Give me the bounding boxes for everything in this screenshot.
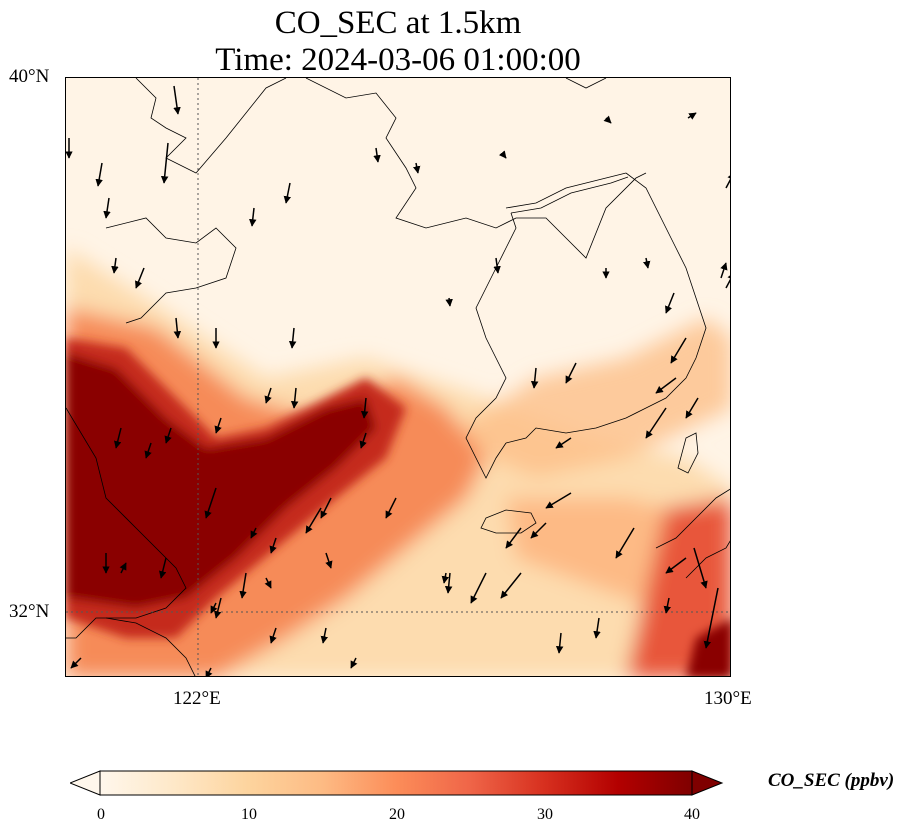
- wind-arrow-icon: [288, 327, 297, 349]
- wind-arrow-icon: [283, 182, 292, 204]
- wind-arrow-icon: [655, 377, 677, 394]
- colorbar-gradient: [99, 770, 693, 796]
- colorbar-tick-10: 10: [241, 806, 257, 823]
- wind-arrow-icon: [103, 197, 111, 219]
- wind-arrow-icon: [158, 557, 167, 579]
- colorbar-tick-40: 40: [684, 806, 700, 823]
- wind-arrow-icon: [135, 267, 145, 289]
- wind-arrow-icon: [642, 257, 651, 269]
- wind-arrow-icon: [173, 317, 182, 339]
- wind-arrow-icon: [603, 115, 612, 124]
- map-plot: [66, 78, 730, 676]
- wind-arrow-icon: [555, 437, 572, 449]
- wind-arrow-icon: [250, 527, 258, 539]
- wind-arrow-icon: [670, 337, 687, 364]
- wind-arrow-icon: [470, 572, 487, 604]
- map-subtitle-time: Time: 2024-03-06 01:00:00: [215, 42, 581, 78]
- wind-arrow-icon: [249, 207, 257, 227]
- wind-arrow-icon: [305, 507, 322, 534]
- lat-label-40n: 40°N: [9, 66, 50, 87]
- wind-arrow-icon: [213, 597, 222, 619]
- wind-arrow-icon: [205, 667, 213, 676]
- wind-arrow-icon: [113, 427, 122, 449]
- wind-arrow-icon: [545, 492, 572, 509]
- wind-arrow-icon: [359, 432, 367, 449]
- wind-arrow-icon: [665, 557, 687, 574]
- colorbar-extend-min: [70, 770, 101, 796]
- wind-arrow-icon: [95, 162, 103, 187]
- wind-arrow-icon: [264, 577, 272, 589]
- co-field: [66, 78, 730, 676]
- wind-arrow-icon: [164, 427, 172, 444]
- wind-arrow-icon: [360, 397, 369, 419]
- wind-arrow-icon: [685, 397, 699, 419]
- wind-arrow-icon: [320, 497, 332, 519]
- wind-arrow-icon: [385, 497, 397, 519]
- lon-label-130e: 130°E: [704, 688, 752, 709]
- wind-arrow-icon: [412, 162, 421, 174]
- wind-arrow-icon: [703, 587, 719, 649]
- colorbar-tick-20: 20: [389, 806, 405, 823]
- wind-arrow-icon: [593, 617, 601, 639]
- wind-arrow-icon: [144, 442, 152, 459]
- wind-arrow-icon: [493, 257, 501, 274]
- wind-arrow-icon: [441, 572, 450, 584]
- wind-arrow-icon: [665, 292, 675, 314]
- colorbar-tick-0: 0: [97, 806, 105, 823]
- wind-arrow-icon: [269, 627, 277, 644]
- wind-arrow-icon: [210, 602, 218, 614]
- colorbar-extend-max: [691, 770, 724, 796]
- wind-arrow-icon: [320, 627, 329, 644]
- wind-arrow-icon: [530, 367, 539, 389]
- wind-arrow-icon: [290, 387, 299, 409]
- wind-arrow-icon: [565, 362, 577, 384]
- wind-arrow-icon: [615, 527, 635, 559]
- wind-arrow-icon: [325, 552, 333, 569]
- colorbar: [70, 770, 724, 796]
- map-title: CO_SEC at 1.5km: [274, 5, 522, 41]
- wind-arrow-icon: [239, 572, 247, 599]
- wind-arrow-icon: [373, 147, 381, 163]
- wind-arrow-icon: [498, 150, 507, 159]
- wind-arrow-icon: [214, 417, 222, 434]
- wind-arrow-icon: [111, 257, 119, 274]
- wind-arrow-icon: [505, 527, 522, 549]
- wind-arrow-icon: [645, 407, 667, 439]
- wind-arrow-icon: [70, 657, 82, 669]
- gridlines: [66, 78, 730, 676]
- wind-arrow-icon: [500, 572, 522, 599]
- coastlines: [66, 78, 730, 676]
- wind-arrow-icon: [173, 85, 181, 115]
- wind-arrow-icon: [444, 572, 453, 594]
- wind-arrow-icon: [720, 262, 728, 279]
- wind-arrow-icon: [269, 537, 277, 554]
- wind-arrow-icon: [264, 387, 272, 404]
- wind-arrow-icon: [693, 547, 708, 589]
- wind-arrow-icon: [687, 112, 697, 120]
- wind-arrow-icon: [725, 172, 730, 189]
- wind-arrow-icon: [530, 522, 547, 539]
- wind-arrow-icon: [119, 562, 127, 574]
- colorbar-tick-30: 30: [537, 806, 553, 823]
- lat-label-32n: 32°N: [9, 601, 50, 622]
- wind-arrow-icon: [663, 597, 672, 614]
- wind-vectors: [66, 85, 730, 676]
- wind-arrow-icon: [204, 487, 217, 519]
- wind-arrow-icon: [350, 657, 358, 669]
- map-panel: [65, 77, 731, 677]
- wind-arrow-icon: [555, 632, 564, 654]
- lon-label-122e: 122°E: [173, 688, 221, 709]
- colorbar-label: CO_SEC (ppbv): [768, 770, 895, 791]
- wind-arrow-icon: [160, 142, 169, 184]
- wind-arrow-icon: [445, 297, 453, 307]
- wind-arrow-icon: [725, 272, 730, 289]
